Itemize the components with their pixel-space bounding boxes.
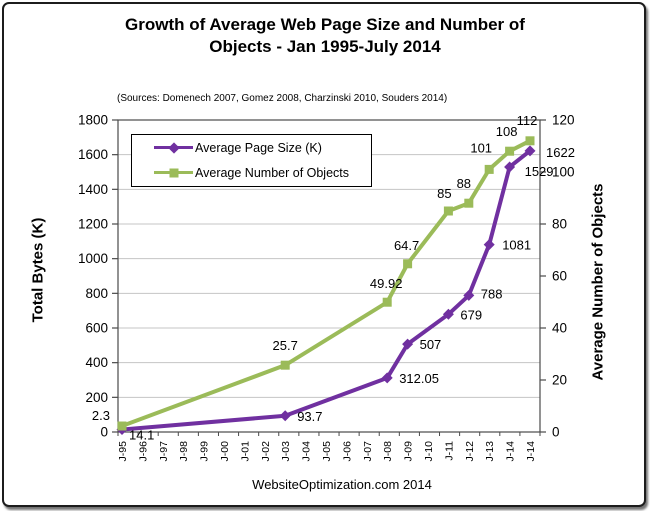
- left-axis-tick-label: 1400: [78, 182, 108, 197]
- x-axis-tick-label: J-95: [117, 441, 129, 462]
- left-axis-tick-label: 1200: [78, 217, 108, 232]
- legend-item-num-objects: Average Number of Objects: [132, 160, 371, 185]
- data-point-marker: [443, 206, 453, 216]
- x-axis-tick-label: J-02: [260, 441, 272, 462]
- x-axis-tick-label: J-11: [443, 441, 455, 461]
- data-label: 1529: [525, 164, 554, 179]
- x-axis-tick-label: J-05: [321, 441, 333, 462]
- right-axis-tick-label: 40: [552, 321, 567, 336]
- legend-line-page-size: [154, 141, 193, 154]
- right-axis-tick-label: 120: [552, 113, 575, 128]
- data-label: 507: [420, 337, 442, 352]
- legend-label-page-size: Average Page Size (K): [195, 140, 322, 155]
- data-label: 2.3: [92, 408, 110, 423]
- left-axis-tick-label: 600: [85, 321, 108, 336]
- data-point-marker: [402, 338, 414, 350]
- legend-line-num-objects: [154, 168, 193, 177]
- x-axis-tick-label: J-01: [239, 441, 251, 462]
- legend-square-marker-icon: [169, 168, 178, 177]
- right-axis-tick-label: 20: [552, 373, 567, 388]
- chart-frame: [2, 2, 646, 507]
- x-axis-tick-label: J-04: [301, 441, 313, 462]
- x-axis-tick-label: J-12: [464, 441, 476, 462]
- data-point-marker: [504, 161, 516, 173]
- x-axis-tick-label: J-14: [505, 441, 517, 462]
- chart-title: Growth of Average Web Page Size and Numb…: [0, 14, 650, 58]
- left-axis-tick-label: 200: [85, 390, 108, 405]
- data-label: 112: [517, 113, 538, 128]
- data-point-marker: [483, 239, 495, 251]
- data-label: 93.7: [297, 409, 322, 424]
- data-point-marker: [403, 259, 413, 269]
- data-label: 101: [470, 140, 492, 155]
- data-point-marker: [382, 297, 392, 307]
- x-axis-tick-label: J-00: [219, 441, 231, 462]
- legend-item-page-size: Average Page Size (K): [132, 135, 371, 160]
- x-axis-tick-label: J-06: [341, 441, 353, 462]
- left-axis-tick-label: 400: [85, 355, 108, 370]
- chart-subtitle: (Sources: Domenech 2007, Gomez 2008, Cha…: [117, 93, 448, 104]
- data-point-marker: [484, 164, 494, 174]
- x-axis-tick-label: J-99: [199, 441, 211, 462]
- x-axis-tick-label: J-98: [178, 441, 190, 462]
- data-point-marker: [505, 146, 515, 156]
- right-axis-tick-label: 0: [552, 425, 560, 440]
- data-label: 1081: [502, 238, 531, 253]
- left-axis-tick-label: 1800: [78, 113, 108, 128]
- data-label: 679: [460, 307, 482, 322]
- x-axis-tick-label: J-96: [137, 441, 149, 462]
- x-axis-tick-label: J-09: [403, 441, 415, 462]
- right-axis-tick-label: 60: [552, 269, 567, 284]
- data-point-marker: [524, 145, 536, 157]
- data-label: 312.05: [399, 371, 439, 386]
- right-axis-tick-label: 80: [552, 217, 567, 232]
- x-axis-tick-label: J-13: [484, 441, 496, 462]
- data-label: 1622: [546, 145, 575, 160]
- data-point-marker: [279, 410, 291, 422]
- data-label: 64.7: [394, 238, 419, 253]
- x-axis-tick-label: J-14: [525, 441, 537, 462]
- legend-diamond-marker-icon: [167, 141, 180, 154]
- left-axis-tick-label: 0: [100, 425, 108, 440]
- data-point-marker: [117, 421, 127, 431]
- data-label: 25.7: [273, 338, 298, 353]
- data-point-marker: [442, 308, 454, 320]
- data-point-marker: [525, 136, 535, 146]
- chart-title-line1: Growth of Average Web Page Size and Numb…: [125, 15, 525, 34]
- left-axis-tick-label: 800: [85, 286, 108, 301]
- data-point-marker: [280, 360, 290, 370]
- legend: Average Page Size (K) Average Number of …: [131, 134, 372, 187]
- left-axis-tick-label: 1600: [78, 147, 108, 162]
- chart-title-line2: Objects - Jan 1995-July 2014: [209, 37, 441, 56]
- x-axis-tick-label: J-07: [362, 441, 374, 462]
- x-axis-tick-label: J-03: [280, 441, 292, 462]
- data-label: 788: [481, 286, 503, 301]
- data-point-marker: [381, 372, 393, 384]
- data-point-marker: [464, 198, 474, 208]
- x-axis-tick-label: J-97: [158, 441, 170, 462]
- legend-label-num-objects: Average Number of Objects: [195, 165, 350, 180]
- chart-footer: WebsiteOptimization.com 2014: [252, 477, 432, 492]
- data-label: 85: [437, 186, 451, 201]
- data-point-marker: [463, 289, 475, 301]
- data-label: 108: [496, 124, 518, 139]
- left-axis-tick-label: 1000: [78, 251, 108, 266]
- data-label: 49.92: [370, 276, 403, 291]
- data-label: 88: [457, 176, 471, 191]
- x-axis-tick-label: J-10: [423, 441, 435, 462]
- x-axis-tick-label: J-08: [382, 441, 394, 462]
- data-label: 14.1: [129, 428, 154, 443]
- right-axis-tick-label: 100: [552, 165, 575, 180]
